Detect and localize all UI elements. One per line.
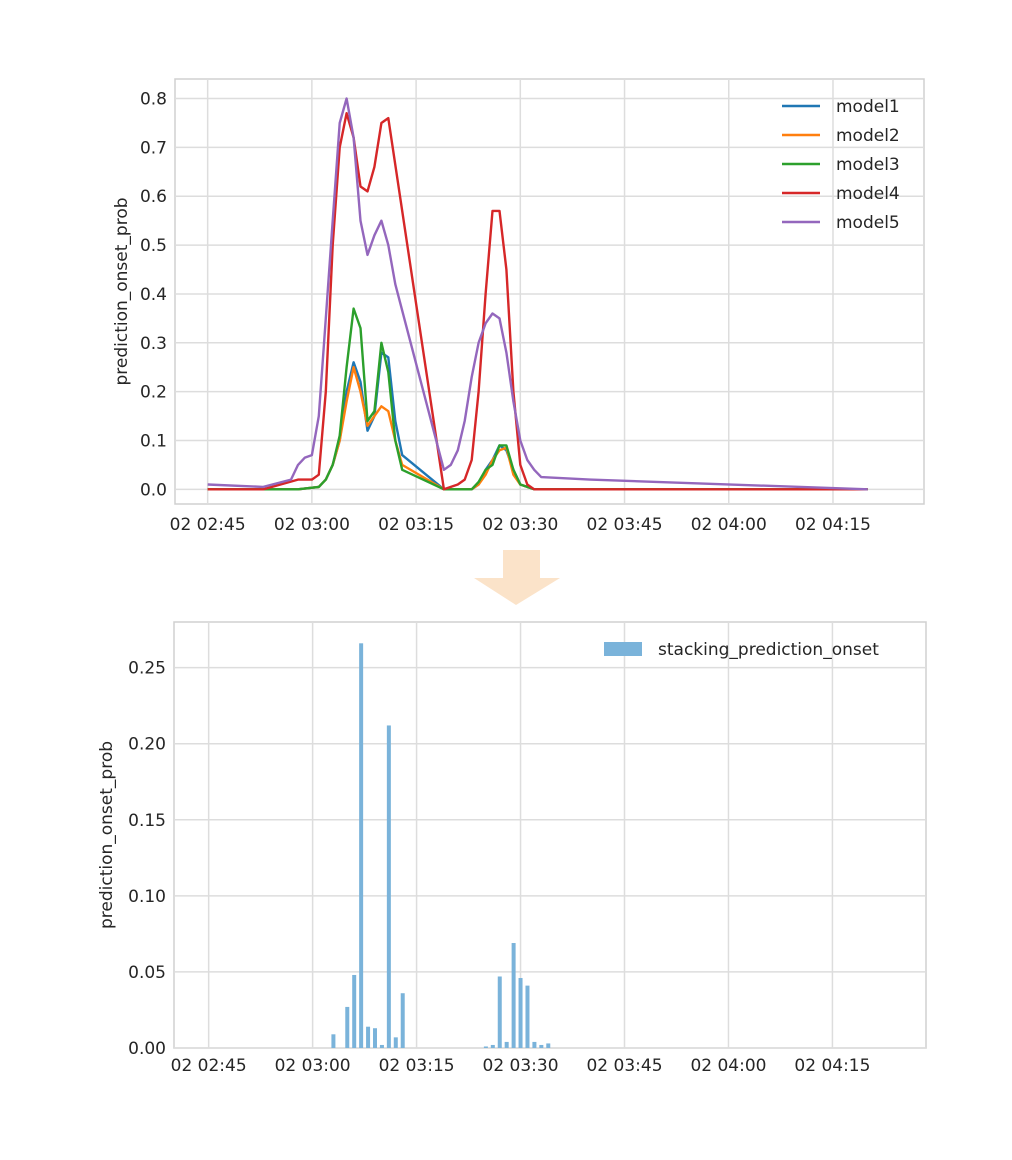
series-line-model5 — [207, 97, 868, 491]
y-tick-label: 0.5 — [140, 236, 167, 256]
bar — [345, 1006, 350, 1048]
plot-area — [173, 621, 927, 1049]
bar — [518, 978, 523, 1048]
x-tick-label: 02 02:45 — [170, 515, 246, 535]
y-tick-label: 0.1 — [140, 431, 167, 451]
bar — [539, 1044, 544, 1048]
x-tick-label: 02 04:00 — [691, 515, 767, 535]
x-tick-label: 02 03:15 — [378, 515, 454, 535]
y-tick-label: 0.15 — [128, 811, 166, 831]
bar — [483, 1046, 488, 1048]
legend-label-model4: model4 — [836, 184, 900, 204]
bar — [532, 1041, 537, 1048]
y-tick-label: 0.20 — [128, 735, 166, 755]
chart-stacking-prediction: 0.00 0.05 0.10 0.15 0.20 0.25 02 02:45 02 03:00… — [97, 621, 927, 1076]
bar — [497, 976, 502, 1048]
y-tick-label: 0.8 — [140, 90, 167, 110]
y-tick-label: 0.7 — [140, 138, 167, 158]
x-tick-label: 02 03:45 — [586, 1056, 662, 1076]
y-tick-label: 0.3 — [140, 334, 167, 354]
y-tick-label: 0.0 — [140, 480, 167, 500]
chart-model-predictions: 0.0 0.1 0.2 0.3 0.4 0.5 0.6 0.7 0.8 02 02:45 02 03… — [112, 78, 925, 535]
bar — [359, 643, 364, 1048]
legend-swatch-stacking_prediction_onset — [604, 642, 642, 656]
bar — [372, 1028, 377, 1048]
x-tick-label: 02 03:30 — [482, 515, 558, 535]
y-axis-label: prediction_onset_prob — [97, 741, 117, 929]
bar — [366, 1026, 371, 1048]
legend-label-model2: model2 — [836, 126, 900, 146]
x-tick-label: 02 03:45 — [587, 515, 663, 535]
x-tick-label: 02 03:00 — [274, 515, 350, 535]
x-tick-label: 02 03:15 — [379, 1056, 455, 1076]
down-arrow-icon — [474, 550, 560, 605]
legend-label-model5: model5 — [836, 213, 900, 233]
y-tick-label: 0.05 — [128, 963, 166, 983]
bar — [393, 1037, 398, 1048]
bar — [504, 1041, 509, 1048]
legend-label-stacking_prediction_onset: stacking_prediction_onset — [658, 640, 879, 660]
bar — [511, 943, 516, 1048]
bar — [379, 1044, 384, 1048]
y-axis-label: prediction_onset_prob — [112, 197, 132, 385]
plot-area — [174, 78, 925, 505]
x-tick-label: 02 03:00 — [275, 1056, 351, 1076]
bar — [546, 1043, 551, 1048]
y-tick-label: 0.00 — [128, 1039, 166, 1059]
legend-label-model1: model1 — [836, 97, 900, 117]
x-tick-label: 02 03:30 — [483, 1056, 559, 1076]
bar — [331, 1034, 336, 1048]
y-tick-label: 0.2 — [140, 383, 167, 403]
series-line-model4 — [207, 111, 868, 491]
legend-label-model3: model3 — [836, 155, 900, 175]
bar — [400, 993, 405, 1048]
y-tick-label: 0.25 — [128, 659, 166, 679]
x-tick-label: 02 04:00 — [690, 1056, 766, 1076]
x-tick-label: 02 02:45 — [171, 1056, 247, 1076]
y-tick-label: 0.10 — [128, 887, 166, 907]
bar — [490, 1044, 495, 1048]
series-line-model3 — [207, 307, 868, 491]
y-tick-label: 0.6 — [140, 187, 167, 207]
x-tick-label: 02 04:15 — [795, 515, 871, 535]
y-tick-label: 0.4 — [140, 285, 167, 305]
bar — [386, 725, 391, 1048]
bar — [352, 974, 357, 1048]
x-tick-label: 02 04:15 — [794, 1056, 870, 1076]
bar — [525, 985, 530, 1048]
